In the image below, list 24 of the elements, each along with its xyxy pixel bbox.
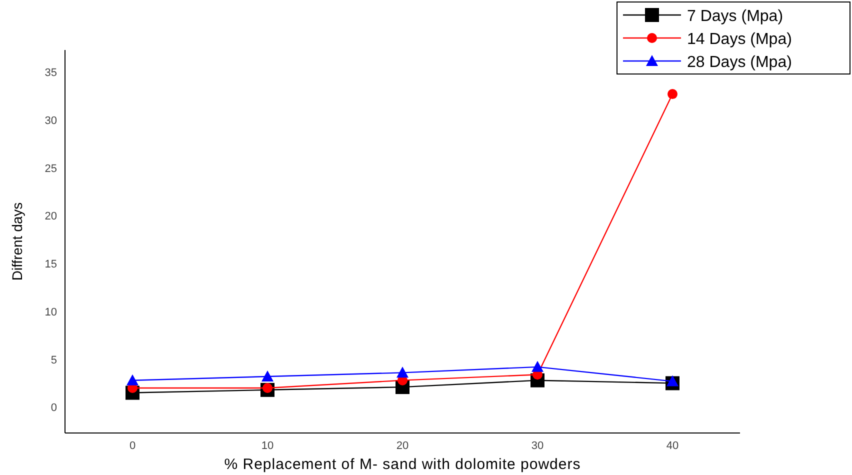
y-tick-label: 15 bbox=[44, 258, 57, 271]
point bbox=[396, 366, 408, 378]
x-axis-title: % Replacement of M- sand with dolomite powders bbox=[224, 456, 581, 473]
legend-label: 28 Days (Mpa) bbox=[687, 54, 792, 71]
point bbox=[668, 89, 678, 100]
point bbox=[666, 375, 678, 386]
x-tick-label: 30 bbox=[531, 440, 544, 452]
y-tick-label: 5 bbox=[50, 354, 57, 366]
x-tick-label: 20 bbox=[396, 440, 409, 452]
legend-label: 7 Days (Mpa) bbox=[687, 8, 784, 25]
y-tick-label: 30 bbox=[44, 114, 57, 127]
point bbox=[532, 360, 544, 372]
y-tick-label: 20 bbox=[44, 210, 57, 223]
point bbox=[262, 370, 274, 382]
legend-label: 14 Days (Mpa) bbox=[687, 31, 792, 48]
y-tick-label: 35 bbox=[44, 67, 57, 80]
y-tick-label: 0 bbox=[50, 402, 57, 414]
point bbox=[126, 374, 138, 386]
x-tick-label: 10 bbox=[261, 440, 274, 452]
x-tick-label: 40 bbox=[666, 440, 679, 452]
y-tick-label: 25 bbox=[44, 162, 57, 175]
y-axis-title: Diffrent days bbox=[9, 202, 25, 281]
x-tick-label: 0 bbox=[129, 440, 136, 452]
y-tick-label: 10 bbox=[44, 306, 57, 318]
